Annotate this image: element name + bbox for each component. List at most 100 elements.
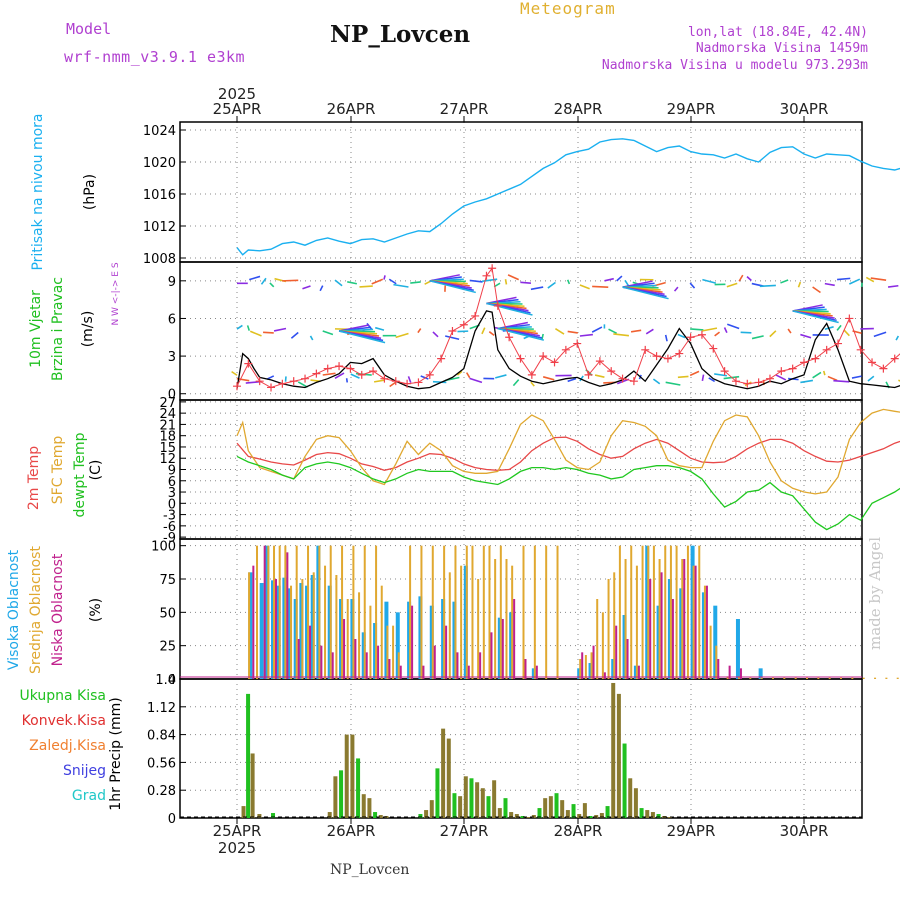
bottom-day-label: 25APR <box>213 822 262 840</box>
wind-barb <box>837 277 851 281</box>
wind-barb <box>297 381 308 388</box>
wind-barb <box>334 279 343 287</box>
wind-gust-marker <box>233 382 241 391</box>
wind-gust-marker <box>323 364 332 373</box>
wind-ylabel-2: Brzina i Pravac <box>50 277 66 381</box>
wind-gust-marker <box>731 377 740 386</box>
wind-barb <box>895 335 900 341</box>
wind-barb <box>481 278 498 283</box>
cloud-bar <box>705 585 708 679</box>
wind-gust-marker <box>493 301 502 310</box>
wind-gust-marker <box>459 320 468 329</box>
t2m-line <box>236 436 900 471</box>
precip-bar <box>452 793 457 818</box>
cloud-bar <box>760 677 763 679</box>
precip-bar <box>560 800 565 818</box>
precip-bar <box>582 803 587 818</box>
wind-barb <box>469 279 483 283</box>
wind-barb <box>702 278 717 284</box>
top-day-label: 26APR <box>327 100 376 118</box>
cloud-bar <box>445 625 448 679</box>
cloud-bar <box>477 579 480 679</box>
wind-barb <box>714 331 721 337</box>
wind-barb <box>495 374 507 379</box>
wind-barb <box>542 376 555 381</box>
wind-barb <box>645 328 654 335</box>
precip-bar <box>463 776 468 818</box>
precip-ytick-label: 1.12 <box>147 701 176 716</box>
wind-barb <box>249 330 262 337</box>
cloud-bar <box>297 639 300 679</box>
wind-barb <box>851 375 862 379</box>
bottom-day-label: 29APR <box>667 822 716 840</box>
cloud-bar <box>399 665 402 679</box>
cloud-bar <box>758 668 763 679</box>
precip-bar <box>599 813 604 818</box>
temperature-ytick-label: 21 <box>159 418 176 433</box>
cloud-bar <box>252 565 255 679</box>
precip-bar <box>356 758 361 818</box>
cloud-bar <box>467 665 470 679</box>
wind-fan <box>622 286 669 300</box>
cloud-bar <box>465 545 468 679</box>
wind-gust-marker <box>834 339 843 348</box>
wind-gust-marker <box>629 377 638 386</box>
precip-bar <box>588 816 593 818</box>
wind-barb <box>567 377 577 383</box>
cloud-bar <box>709 625 712 679</box>
cloud-bar <box>669 545 672 679</box>
cloud-bar <box>749 677 752 679</box>
wind-barb <box>836 324 842 331</box>
wind-gust-marker <box>561 345 570 354</box>
wind-gust-marker <box>550 358 559 367</box>
wind-ylabel: 10m Vjetar <box>28 290 44 368</box>
wind-barb <box>812 371 822 379</box>
cloud-bar <box>456 652 459 679</box>
wind-barb <box>727 323 740 330</box>
cloud-bar <box>535 665 538 679</box>
wind-barb <box>689 370 700 377</box>
cloud-bar <box>286 552 289 679</box>
cloud-bar <box>343 619 346 679</box>
cloud-ylabel-low: Niska Oblacnost <box>50 553 66 666</box>
wind-barb <box>269 282 275 288</box>
cloud-bar <box>660 572 663 679</box>
cloud-ylabel-high: Visoka Oblacnost <box>6 549 22 670</box>
wind-gust-marker <box>414 378 423 387</box>
wind-ytick-label: 9 <box>168 275 176 290</box>
precip-bar <box>446 738 451 818</box>
cloud-bar <box>896 677 899 679</box>
precip-ylabel: 1hr Precip (mm) <box>108 697 124 810</box>
cloud-bar <box>411 605 414 679</box>
wind-gust-marker <box>437 354 446 363</box>
wind-barb <box>245 380 262 384</box>
bottom-day-label: 28APR <box>554 822 603 840</box>
wind-barb <box>870 277 887 281</box>
wind-gust-marker <box>663 354 672 363</box>
wind-barb <box>591 326 603 333</box>
cloud-bar <box>324 565 327 679</box>
cloud-bar <box>380 585 383 679</box>
cloud-bar <box>533 545 536 679</box>
clouds-ytick-label: 25 <box>159 640 176 655</box>
wind-barb <box>579 375 584 382</box>
wind-barb <box>246 325 251 331</box>
wind-ytick-label: 0 <box>168 388 176 403</box>
wind-barb <box>541 333 544 340</box>
cloud-bar <box>713 605 718 679</box>
top-day-label: 30APR <box>780 100 829 118</box>
wind-barb <box>236 324 243 330</box>
wind-barb <box>231 370 238 376</box>
cloud-bar <box>739 668 742 679</box>
precip-bar <box>469 778 474 818</box>
precip-legend-item: Zaledj.Kisa <box>29 738 106 754</box>
wind-gust-marker <box>765 374 774 383</box>
wind-barb <box>701 374 705 382</box>
cloud-bar <box>637 665 640 679</box>
precip-bar <box>373 812 378 818</box>
cloud-bar <box>885 677 888 679</box>
cloud-bar <box>675 545 678 679</box>
cloud-bar <box>320 645 323 679</box>
wind-gust-marker <box>448 327 457 335</box>
cloud-bar <box>267 545 270 679</box>
